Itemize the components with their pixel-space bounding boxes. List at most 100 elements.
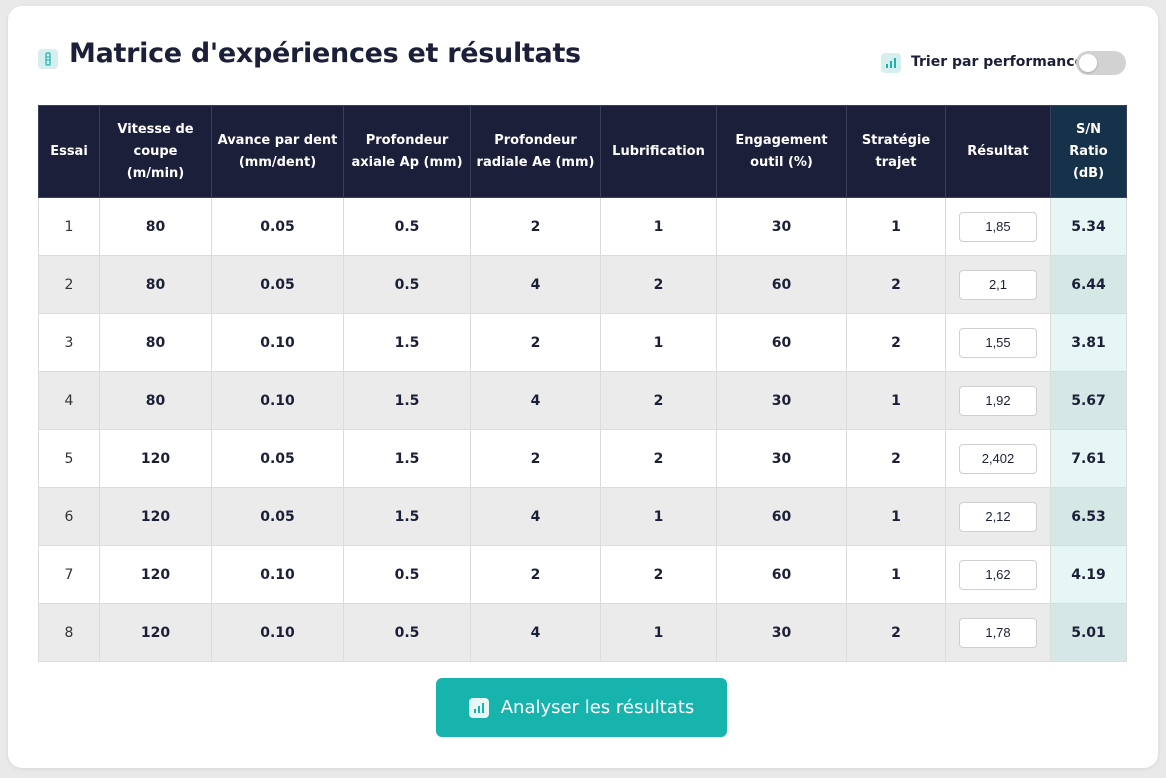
cell-vitesse: 80 — [99, 197, 212, 256]
cell-engagement: 60 — [716, 255, 847, 314]
cell-strategie: 1 — [846, 545, 946, 604]
cell-vitesse: 80 — [99, 255, 212, 314]
cell-resultat — [945, 429, 1051, 488]
cell-ap: 0.5 — [343, 545, 471, 604]
table-row: 4 80 0.10 1.5 4 2 30 1 5.67 — [38, 371, 1127, 430]
cell-avance: 0.05 — [211, 255, 344, 314]
cell-engagement: 30 — [716, 603, 847, 662]
cell-avance: 0.05 — [211, 429, 344, 488]
results-card: Matrice d'expériences et résultats Trier… — [8, 6, 1158, 768]
cell-avance: 0.10 — [211, 545, 344, 604]
table-row: 8 120 0.10 0.5 4 1 30 2 5.01 — [38, 603, 1127, 662]
cell-ap: 1.5 — [343, 487, 471, 546]
cell-strategie: 1 — [846, 197, 946, 256]
cell-engagement: 30 — [716, 429, 847, 488]
cell-vitesse: 80 — [99, 371, 212, 430]
column-header-lubrification: Lubrification — [600, 105, 717, 198]
cell-resultat — [945, 371, 1051, 430]
cell-resultat — [945, 197, 1051, 256]
result-input[interactable] — [959, 385, 1037, 416]
cell-engagement: 60 — [716, 487, 847, 546]
column-header-avance: Avance par dent (mm/dent) — [211, 105, 344, 198]
cell-vitesse: 120 — [99, 603, 212, 662]
cell-lubrification: 2 — [600, 545, 717, 604]
cell-ae: 4 — [470, 371, 601, 430]
cell-lubrification: 1 — [600, 603, 717, 662]
cell-ae: 4 — [470, 603, 601, 662]
cell-essai: 7 — [38, 545, 100, 604]
bar-chart-icon — [468, 697, 489, 718]
cell-lubrification: 2 — [600, 429, 717, 488]
result-input[interactable] — [959, 269, 1037, 300]
table-row: 6 120 0.05 1.5 4 1 60 1 6.53 — [38, 487, 1127, 546]
cell-sn-ratio: 4.19 — [1050, 545, 1127, 604]
result-input[interactable] — [959, 559, 1037, 590]
table-row: 1 80 0.05 0.5 2 1 30 1 5.34 — [38, 197, 1127, 256]
column-header-vitesse: Vitesse de coupe (m/min) — [99, 105, 212, 198]
result-input[interactable] — [959, 211, 1037, 242]
cell-vitesse: 120 — [99, 487, 212, 546]
cell-essai: 8 — [38, 603, 100, 662]
cell-ap: 0.5 — [343, 197, 471, 256]
cell-ap: 1.5 — [343, 429, 471, 488]
cell-essai: 6 — [38, 487, 100, 546]
cell-strategie: 1 — [846, 371, 946, 430]
cell-engagement: 60 — [716, 545, 847, 604]
bar-chart-icon — [881, 53, 901, 73]
cell-sn-ratio: 5.01 — [1050, 603, 1127, 662]
cell-lubrification: 2 — [600, 371, 717, 430]
result-input[interactable] — [959, 327, 1037, 358]
cell-ae: 4 — [470, 255, 601, 314]
sort-by-performance-toggle[interactable] — [1076, 51, 1126, 75]
table-row: 2 80 0.05 0.5 4 2 60 2 6.44 — [38, 255, 1127, 314]
result-input[interactable] — [959, 501, 1037, 532]
cell-resultat — [945, 603, 1051, 662]
cell-lubrification: 1 — [600, 313, 717, 372]
cell-ap: 1.5 — [343, 313, 471, 372]
analyze-results-label: Analyser les résultats — [500, 697, 695, 718]
cell-strategie: 1 — [846, 487, 946, 546]
cell-ae: 2 — [470, 313, 601, 372]
analyze-results-button[interactable]: Analyser les résultats — [436, 678, 727, 737]
cell-strategie: 2 — [846, 255, 946, 314]
column-header-essai: Essai — [38, 105, 100, 198]
cell-lubrification: 2 — [600, 255, 717, 314]
table-row: 7 120 0.10 0.5 2 2 60 1 4.19 — [38, 545, 1127, 604]
sort-by-performance-label: Trier par performance — [911, 54, 1085, 70]
cell-essai: 1 — [38, 197, 100, 256]
column-header-resultat: Résultat — [945, 105, 1051, 198]
cell-ae: 2 — [470, 197, 601, 256]
cell-avance: 0.10 — [211, 371, 344, 430]
result-input[interactable] — [959, 617, 1037, 648]
column-header-strategie: Stratégie trajet — [846, 105, 946, 198]
column-header-sn-ratio: S/N Ratio (dB) — [1050, 105, 1127, 198]
cell-essai: 3 — [38, 313, 100, 372]
toggle-knob — [1079, 54, 1097, 72]
table-row: 5 120 0.05 1.5 2 2 30 2 7.61 — [38, 429, 1127, 488]
cell-sn-ratio: 3.81 — [1050, 313, 1127, 372]
result-input[interactable] — [959, 443, 1037, 474]
column-header-ae: Profondeur radiale Ae (mm) — [470, 105, 601, 198]
cell-vitesse: 80 — [99, 313, 212, 372]
cell-avance: 0.10 — [211, 313, 344, 372]
cell-engagement: 30 — [716, 371, 847, 430]
cell-resultat — [945, 255, 1051, 314]
table-row: 3 80 0.10 1.5 2 1 60 2 3.81 — [38, 313, 1127, 372]
cell-strategie: 2 — [846, 313, 946, 372]
flask-icon — [38, 49, 58, 69]
cell-strategie: 2 — [846, 429, 946, 488]
cell-essai: 2 — [38, 255, 100, 314]
cell-ae: 2 — [470, 545, 601, 604]
page-title: Matrice d'expériences et résultats — [69, 38, 581, 69]
cell-essai: 4 — [38, 371, 100, 430]
cell-essai: 5 — [38, 429, 100, 488]
cell-vitesse: 120 — [99, 545, 212, 604]
cell-strategie: 2 — [846, 603, 946, 662]
cell-sn-ratio: 6.53 — [1050, 487, 1127, 546]
cell-ae: 2 — [470, 429, 601, 488]
cell-ap: 0.5 — [343, 255, 471, 314]
column-header-ap: Profondeur axiale Ap (mm) — [343, 105, 471, 198]
cell-avance: 0.05 — [211, 487, 344, 546]
cell-lubrification: 1 — [600, 487, 717, 546]
cell-engagement: 30 — [716, 197, 847, 256]
